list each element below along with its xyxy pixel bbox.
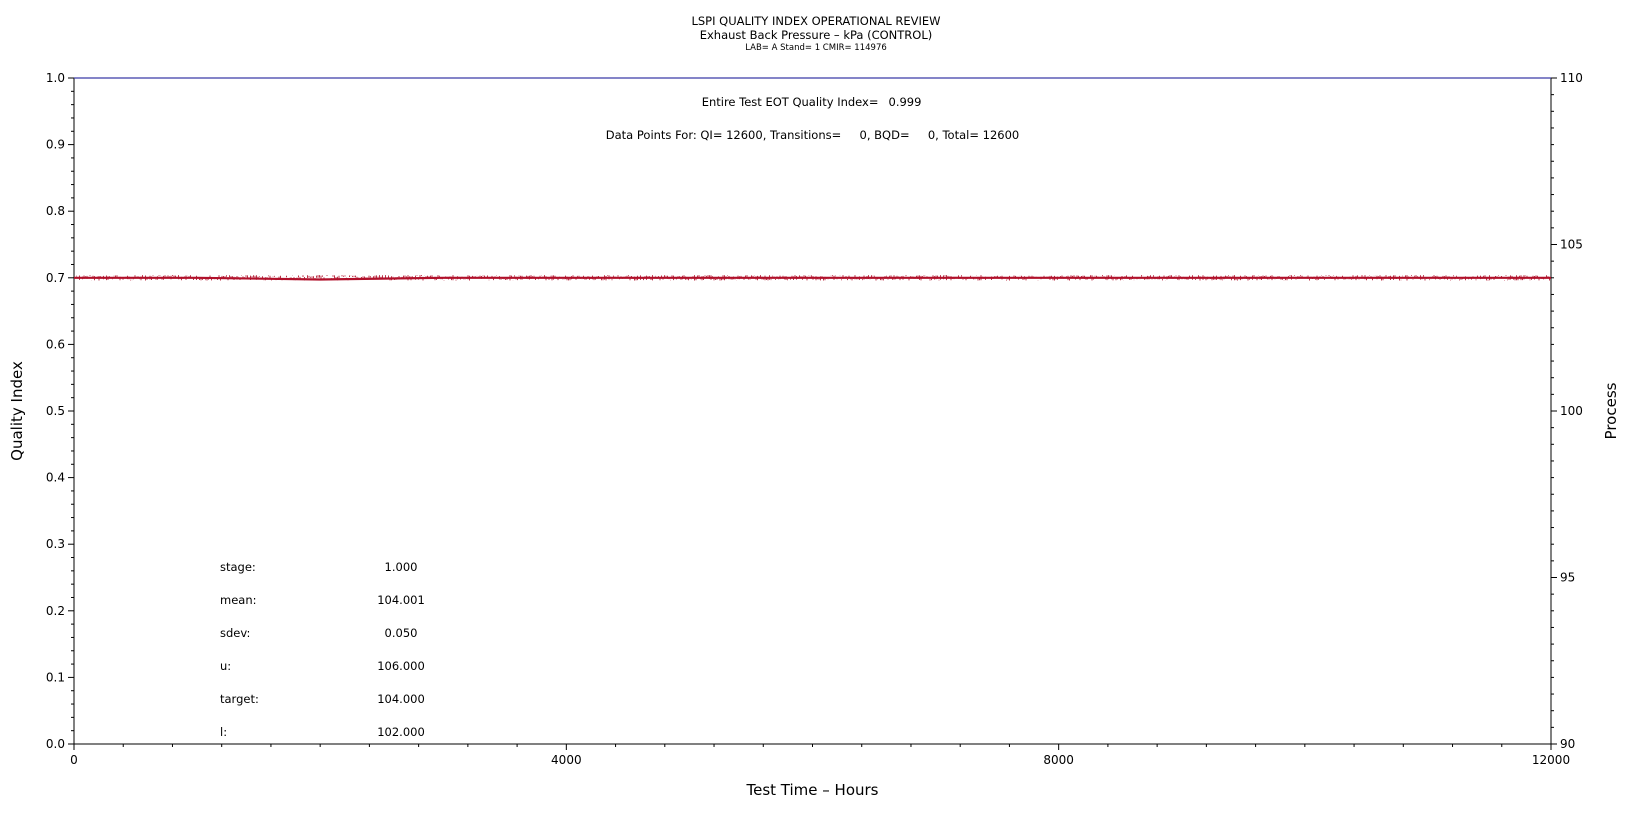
y-axis-left-label: Quality Index (8, 361, 26, 461)
left-tick-label: 0.3 (46, 537, 65, 551)
x-tick-label: 12000 (1532, 753, 1570, 767)
stat-label: stage: (220, 560, 256, 574)
right-tick-label: 105 (1560, 238, 1583, 252)
stat-value: 1.000 (385, 560, 418, 574)
left-tick-label: 0.4 (46, 471, 65, 485)
series-group (74, 77, 1551, 281)
stat-value: 104.001 (377, 593, 425, 607)
stat-value: 0.050 (385, 626, 418, 640)
stat-label: l: (220, 725, 227, 739)
left-tick-label: 0.0 (46, 737, 65, 751)
stat-label: mean: (220, 593, 257, 607)
left-tick-label: 0.8 (46, 204, 65, 218)
stat-label: u: (220, 659, 231, 673)
right-tick-label: 100 (1560, 404, 1583, 418)
right-tick-label: 90 (1560, 737, 1575, 751)
x-axis-ticks: 0 4000 8000 12000 (70, 744, 1570, 767)
data-points-note: Data Points For: QI= 12600, Transitions=… (606, 128, 1019, 142)
stat-value: 104.000 (377, 692, 425, 706)
left-tick-label: 0.5 (46, 404, 65, 418)
chart-meta: LAB= A Stand= 1 CMIR= 114976 (745, 43, 887, 53)
chart-title-block: LSPI QUALITY INDEX OPERATIONAL REVIEW Ex… (0, 14, 1632, 54)
left-tick-label: 0.6 (46, 337, 65, 351)
left-tick-label: 0.9 (46, 138, 65, 152)
chart-title: LSPI QUALITY INDEX OPERATIONAL REVIEW (691, 14, 941, 28)
left-tick-label: 0.1 (46, 670, 65, 684)
x-tick-label: 8000 (1043, 753, 1074, 767)
eot-quality-value: 0.999 (889, 95, 922, 109)
x-tick-label: 0 (70, 753, 78, 767)
x-tick-label: 4000 (551, 753, 582, 767)
x-axis-label: Test Time – Hours (746, 781, 879, 799)
left-tick-label: 1.0 (46, 71, 65, 85)
stat-label: target: (220, 692, 259, 706)
chart-subtitle: Exhaust Back Pressure – kPa (CONTROL) (699, 28, 933, 42)
right-tick-label: 110 (1560, 71, 1583, 85)
right-axis-ticks: 90 95 100 105 110 (1551, 71, 1583, 751)
stat-value: 102.000 (377, 725, 425, 739)
eot-quality-label: Entire Test EOT Quality Index= (702, 95, 879, 109)
y-axis-right-label: Process (1602, 382, 1620, 439)
stat-value: 106.000 (377, 659, 425, 673)
stat-label: sdev: (220, 626, 250, 640)
process-noise (74, 275, 1550, 281)
plot-frame (73, 77, 1552, 745)
right-tick-label: 95 (1560, 571, 1575, 585)
left-axis-ticks: 0.0 0.1 0.2 0.3 0.4 0.5 0.6 0.7 0.8 0.9 1.0 (46, 71, 74, 751)
left-tick-label: 0.7 (46, 271, 65, 285)
left-tick-label: 0.2 (46, 604, 65, 618)
stats-table: stage: 1.000 mean: 104.001 sdev: 0.050 u: 106.0… (220, 560, 425, 739)
